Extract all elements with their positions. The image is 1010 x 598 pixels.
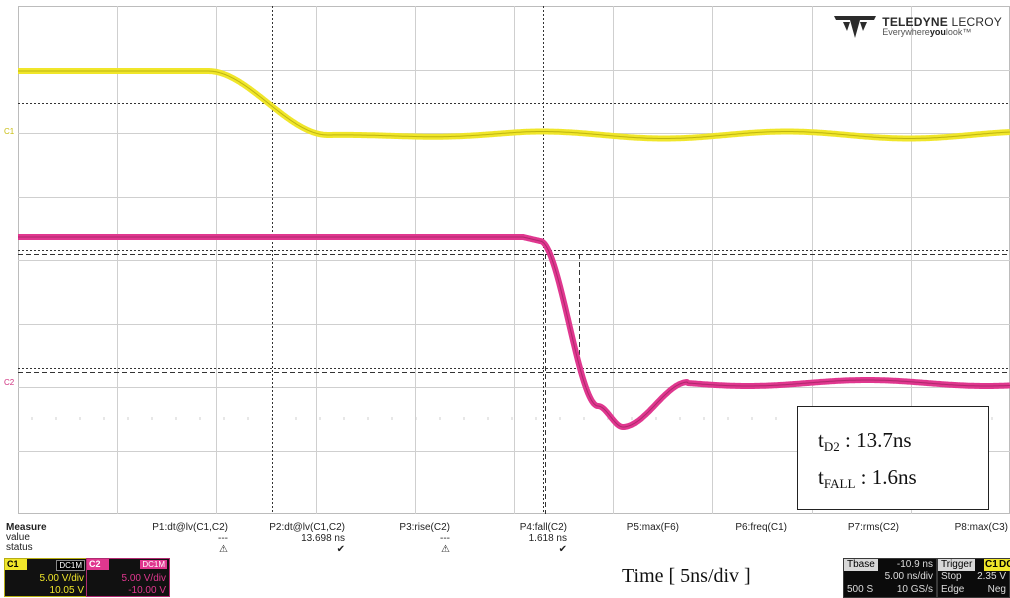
measure-column[interactable]: P2:dt@lv(C1,C2) 13.698 ns ✔ xyxy=(235,518,345,555)
timebase-descriptor[interactable]: Tbase -10.9 ns 5.00 ns/div 500 S 10 GS/s xyxy=(843,558,937,598)
channel-c2-descriptor[interactable]: C2 DC1M 5.00 V/div -10.00 V xyxy=(86,558,170,597)
measure-column[interactable]: P5:max(F6) xyxy=(569,518,679,555)
measure-status xyxy=(789,544,899,555)
c2-trace-core xyxy=(18,236,1010,428)
c2-coupling: DC1M xyxy=(140,560,167,569)
measure-value xyxy=(789,533,899,544)
measure-name: P1:dt@lv(C1,C2) xyxy=(152,522,228,533)
scope-display xyxy=(18,6,1010,514)
teledyne-lecroy-logo: TELEDYNE LECROY Everywhereyoulook™ xyxy=(834,14,1002,38)
measure-name: P2:dt@lv(C1,C2) xyxy=(269,522,345,533)
c1-trace-core xyxy=(18,70,1010,139)
measure-name: P4:fall(C2) xyxy=(519,522,567,533)
measure-value: 13.698 ns xyxy=(301,533,345,544)
trigger-label: Trigger xyxy=(938,559,976,571)
status-row-label: status xyxy=(6,542,33,553)
measure-status: ✔ xyxy=(336,544,345,555)
timebase-rate: 10 GS/s xyxy=(896,584,933,595)
measure-column[interactable]: P7:rms(C2) xyxy=(789,518,899,555)
measure-value xyxy=(569,533,679,544)
measure-status: ⚠ xyxy=(441,544,450,555)
c2-level-marker[interactable]: C2 xyxy=(4,378,15,387)
brand-tag-bold: you xyxy=(929,26,946,37)
measure-column[interactable]: P1:dt@lv(C1,C2) --- ⚠ xyxy=(118,518,228,555)
measure-value: --- xyxy=(218,533,228,544)
trigger-coupling: DC xyxy=(998,559,1010,571)
trigger-slope: Neg xyxy=(987,584,1006,595)
measure-value: --- xyxy=(440,533,450,544)
trigger-type: Edge xyxy=(941,584,965,595)
timebase-delay: -10.9 ns xyxy=(896,559,933,570)
channel-c1-descriptor[interactable]: C1 DC1M 5.00 V/div 10.05 V xyxy=(4,558,88,597)
timebase-tdiv: 5.00 ns/div xyxy=(884,571,933,582)
c1-offset: 10.05 V xyxy=(49,585,84,596)
measure-status xyxy=(898,544,1008,555)
measure-row-label: Measure xyxy=(6,522,47,533)
brand-tag-post: look™ xyxy=(945,26,972,37)
measure-status: ⚠ xyxy=(219,544,228,555)
measure-name: P5:max(F6) xyxy=(626,522,679,533)
measure-status: ✔ xyxy=(558,544,567,555)
measure-column[interactable]: P6:freq(C1) xyxy=(677,518,787,555)
c1-coupling: DC1M xyxy=(56,560,85,571)
measure-status xyxy=(677,544,787,555)
timing-annotation-box: tD2 : 13.7ns tFALL : 1.6ns xyxy=(797,406,989,510)
measure-panel[interactable]: Measure value status P1:dt@lv(C1,C2) --- ⚠… xyxy=(0,518,1010,555)
c1-level-marker[interactable]: C1 xyxy=(4,127,15,136)
lecroy-logo-icon xyxy=(834,16,877,38)
c2-tag: C2 xyxy=(87,559,109,570)
time-scale-caption: Time [ 5ns/div ] xyxy=(622,565,751,587)
timebase-label: Tbase xyxy=(844,559,878,571)
brand-name-light: LECROY xyxy=(947,14,1002,29)
td2-annotation: tD2 : 13.7ns xyxy=(818,428,912,454)
measure-column[interactable]: P8:max(C3) xyxy=(898,518,1008,555)
measure-name: P6:freq(C1) xyxy=(735,522,787,533)
trigger-mode: Stop xyxy=(941,571,962,582)
c1-vdiv: 5.00 V/div xyxy=(39,573,84,584)
measure-value xyxy=(898,533,1008,544)
tfall-annotation: tFALL : 1.6ns xyxy=(818,465,917,491)
trigger-descriptor[interactable]: Trigger C1 DC Stop 2.35 V Edge Neg xyxy=(937,558,1010,598)
c2-offset: -10.00 V xyxy=(128,585,166,596)
value-row-label: value xyxy=(6,532,30,543)
c1-tag: C1 xyxy=(5,559,27,570)
measure-value: 1.618 ns xyxy=(528,533,567,544)
brand-name-bold: TELEDYNE xyxy=(882,14,948,29)
brand-tag-pre: Everywhere xyxy=(882,26,930,37)
measure-name: P3:rise(C2) xyxy=(399,522,450,533)
c2-vdiv: 5.00 V/div xyxy=(121,573,166,584)
waveform-grid[interactable]: C1 C2 xyxy=(4,6,1010,514)
measure-column[interactable]: P3:rise(C2) --- ⚠ xyxy=(340,518,450,555)
measure-value xyxy=(677,533,787,544)
trigger-source: C1 xyxy=(984,559,999,571)
trigger-level: 2.35 V xyxy=(977,571,1006,582)
measure-name: P7:rms(C2) xyxy=(847,522,899,533)
measure-name: P8:max(C3) xyxy=(954,522,1008,533)
timebase-samples: 500 S xyxy=(847,584,874,595)
measure-column[interactable]: P4:fall(C2) 1.618 ns ✔ xyxy=(457,518,567,555)
measure-status xyxy=(569,544,679,555)
